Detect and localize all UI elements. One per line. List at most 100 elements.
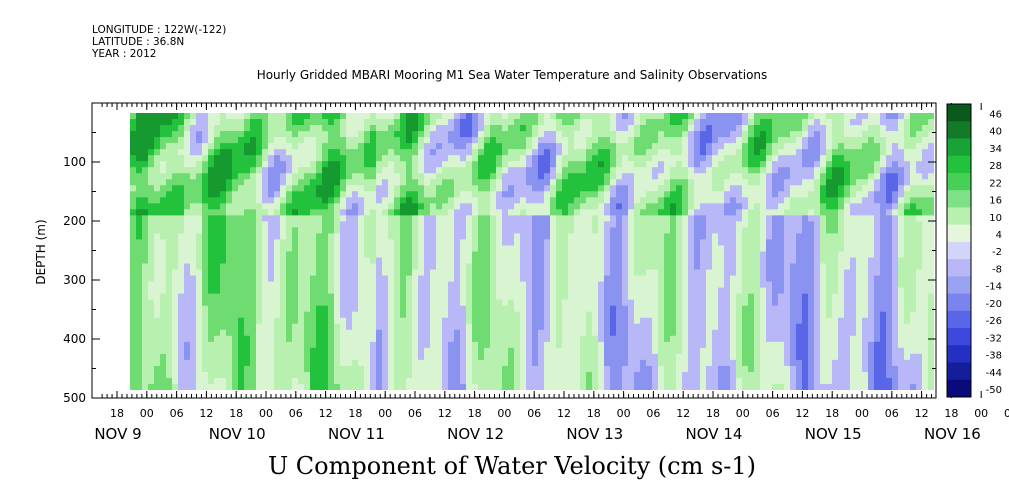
heatmap-cell	[406, 155, 413, 162]
heatmap-cell	[250, 113, 257, 120]
heatmap-cell	[316, 269, 323, 277]
heatmap-cell	[232, 323, 239, 331]
heatmap-cell	[208, 197, 215, 204]
heatmap-cell	[760, 365, 767, 373]
heatmap-cell	[682, 341, 689, 349]
heatmap-cell	[514, 137, 521, 144]
heatmap-cell	[460, 245, 467, 253]
heatmap-cell	[634, 251, 641, 259]
heatmap-cell	[394, 179, 401, 186]
heatmap-cell	[508, 299, 515, 307]
heatmap-cell	[634, 239, 641, 247]
heatmap-cell	[388, 167, 395, 174]
heatmap-cell	[184, 293, 191, 301]
heatmap-cell	[400, 287, 407, 295]
heatmap-cell	[148, 281, 155, 289]
heatmap-cell	[232, 125, 239, 132]
heatmap-cell	[394, 275, 401, 283]
heatmap-cell	[232, 281, 239, 289]
heatmap-cell	[646, 275, 653, 283]
heatmap-cell	[604, 281, 611, 289]
heatmap-cell	[436, 293, 443, 301]
heatmap-cell	[154, 227, 161, 235]
heatmap-cell	[466, 155, 473, 162]
heatmap-cell	[712, 125, 719, 132]
heatmap-cell	[568, 203, 575, 210]
heatmap-cell	[430, 161, 437, 168]
heatmap-cell	[418, 353, 425, 361]
heatmap-cell	[748, 341, 755, 349]
heatmap-cell	[154, 341, 161, 349]
heatmap-cell	[220, 173, 227, 180]
heatmap-cell	[550, 221, 557, 229]
heatmap-cell	[730, 215, 737, 222]
heatmap-cell	[352, 353, 359, 361]
heatmap-cell	[202, 143, 209, 150]
heatmap-cell	[766, 173, 773, 180]
heatmap-cell	[460, 131, 467, 138]
heatmap-cell	[340, 347, 347, 355]
heatmap-cell	[238, 287, 245, 295]
heatmap-cell	[766, 341, 773, 349]
heatmap-cell	[388, 227, 395, 235]
heatmap-cell	[136, 215, 143, 222]
heatmap-cell	[136, 311, 143, 319]
heatmap-cell	[412, 341, 419, 349]
heatmap-cell	[184, 383, 191, 390]
heatmap-cell	[508, 113, 515, 120]
heatmap-cell	[478, 215, 485, 222]
heatmap-cell	[460, 221, 467, 229]
heatmap-cell	[214, 215, 221, 222]
heatmap-cell	[532, 251, 539, 259]
heatmap-cell	[676, 149, 683, 156]
heatmap-cell	[262, 353, 269, 361]
heatmap-cell	[424, 305, 431, 313]
heatmap-cell	[544, 383, 551, 390]
heatmap-cell	[220, 299, 227, 307]
heatmap-cell	[562, 251, 569, 259]
heatmap-cell	[142, 317, 149, 325]
heatmap-cell	[736, 317, 743, 325]
heatmap-cell	[622, 113, 629, 120]
heatmap-cell	[346, 263, 353, 271]
heatmap-cell	[418, 281, 425, 289]
heatmap-cell	[352, 347, 359, 355]
heatmap-cell	[208, 329, 215, 337]
heatmap-cell	[376, 233, 383, 241]
heatmap-cell	[148, 113, 155, 120]
heatmap-cell	[580, 233, 587, 241]
heatmap-cell	[574, 377, 581, 385]
heatmap-cell	[586, 269, 593, 277]
heatmap-cell	[640, 257, 647, 265]
heatmap-cell	[328, 281, 335, 289]
heatmap-cell	[478, 155, 485, 162]
heatmap-cell	[622, 239, 629, 247]
heatmap-cell	[556, 149, 563, 156]
heatmap-cell	[502, 305, 509, 313]
heatmap-cell	[178, 323, 185, 331]
heatmap-cell	[298, 119, 305, 126]
heatmap-cell	[496, 377, 503, 385]
heatmap-cell	[310, 173, 317, 180]
heatmap-cell	[184, 125, 191, 132]
heatmap-cell	[454, 233, 461, 241]
heatmap-cell	[730, 233, 737, 241]
heatmap-cell	[382, 209, 389, 216]
heatmap-cell	[496, 311, 503, 319]
heatmap-cell	[388, 149, 395, 156]
heatmap-cell	[580, 203, 587, 210]
heatmap-cell	[712, 341, 719, 349]
heatmap-cell	[316, 239, 323, 247]
heatmap-cell	[472, 239, 479, 247]
heatmap-cell	[310, 113, 317, 120]
heatmap-cell	[640, 233, 647, 241]
heatmap-cell	[712, 173, 719, 180]
heatmap-cell	[382, 359, 389, 367]
heatmap-cell	[706, 311, 713, 319]
heatmap-cell	[256, 137, 263, 144]
heatmap-cell	[322, 287, 329, 295]
heatmap-cell	[172, 203, 179, 210]
heatmap-cell	[328, 161, 335, 168]
heatmap-cell	[436, 317, 443, 325]
heatmap-cell	[430, 257, 437, 265]
